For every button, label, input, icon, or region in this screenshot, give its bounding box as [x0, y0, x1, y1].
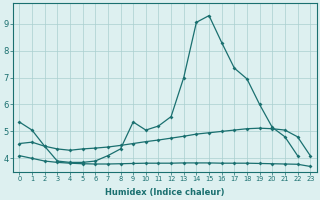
X-axis label: Humidex (Indice chaleur): Humidex (Indice chaleur) — [105, 188, 225, 197]
